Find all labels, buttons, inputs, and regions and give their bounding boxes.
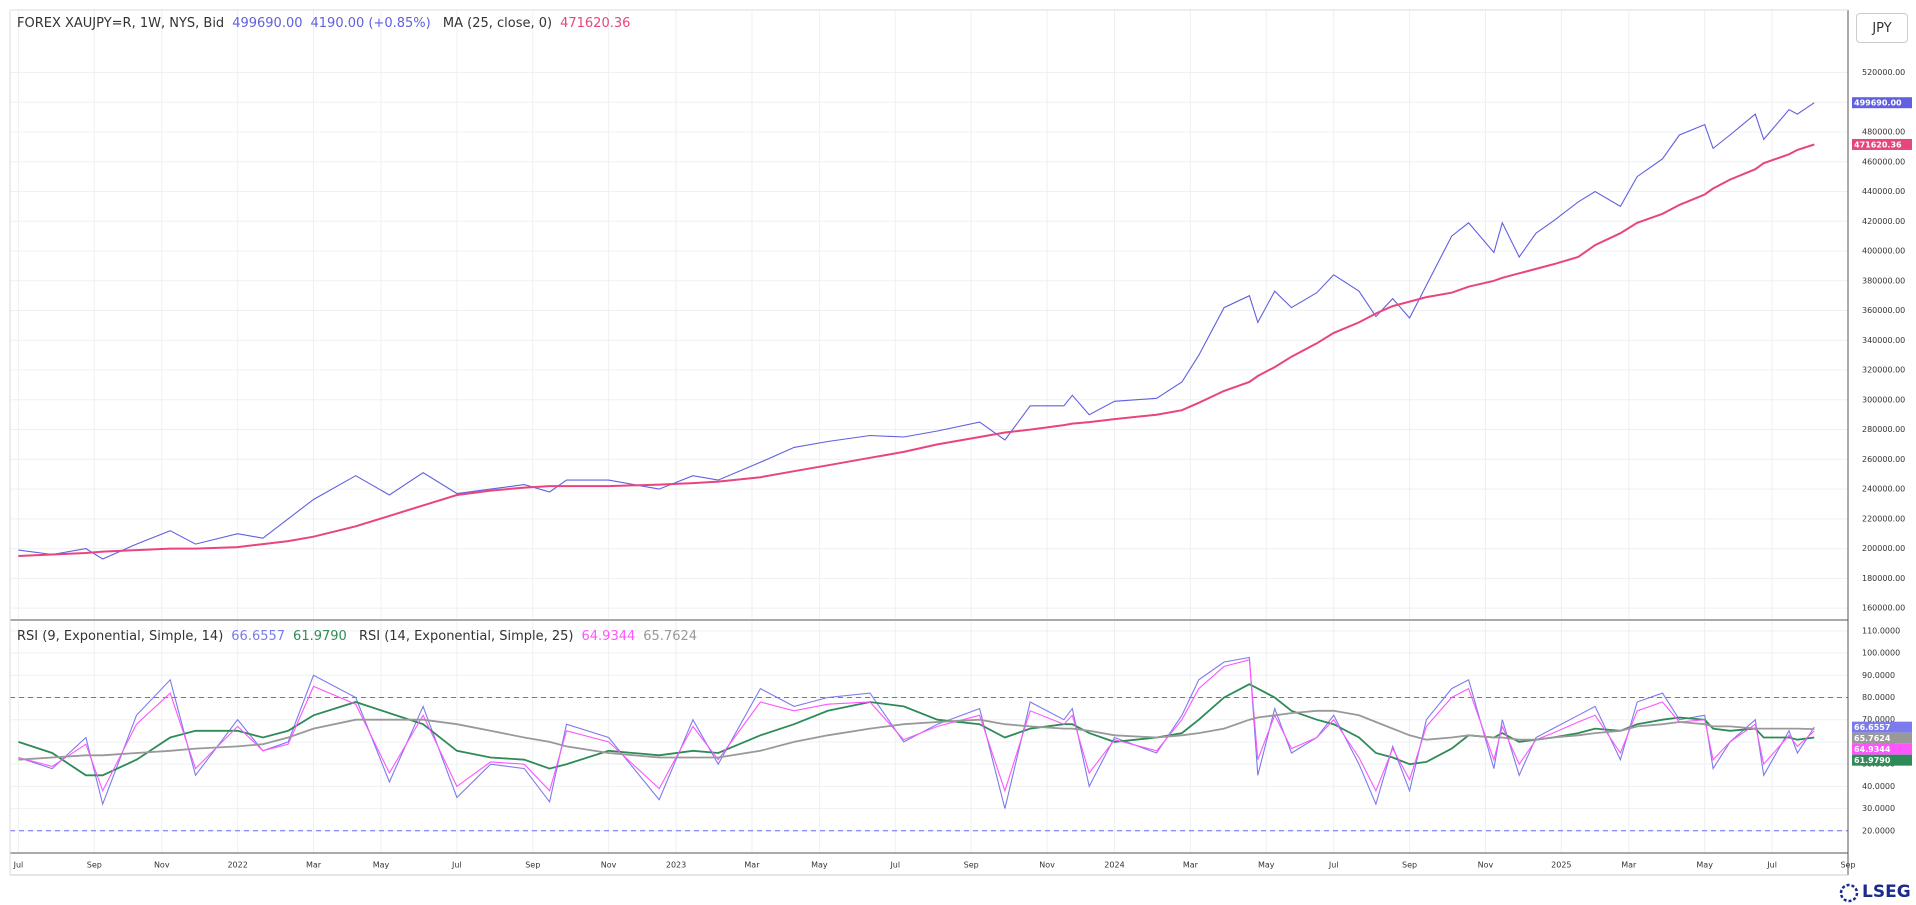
x-tick-label: Jul <box>13 861 24 870</box>
rsi-legend: RSI (9, Exponential, Simple, 14) 66.6557 6… <box>17 629 705 644</box>
rsi9-value: 66.6557 <box>231 629 286 644</box>
y-tick-label: 480000.00 <box>1862 128 1905 137</box>
last-value-badge <box>1852 97 1912 109</box>
ma-name: MA (25, close, 0) <box>442 16 553 31</box>
x-tick-label: Jul <box>1328 861 1339 870</box>
x-tick-label: May <box>811 861 828 870</box>
y-tick-label: 110.0000 <box>1862 626 1900 635</box>
y-tick-label: 320000.00 <box>1862 366 1905 375</box>
y-tick-label: 260000.00 <box>1862 455 1905 464</box>
y-tick-label: 100.0000 <box>1862 649 1900 658</box>
last-value-label: 66.6557 <box>1854 723 1890 732</box>
y-tick-label: 70.0000 <box>1862 715 1895 724</box>
last-value-badge <box>1852 721 1912 733</box>
x-tick-label: Sep <box>87 861 102 870</box>
y-tick-label: 380000.00 <box>1862 276 1905 285</box>
series-line <box>18 683 1815 777</box>
y-tick-label: 340000.00 <box>1862 336 1905 345</box>
x-tick-label: Mar <box>744 861 760 870</box>
y-tick-label: 400000.00 <box>1862 247 1905 256</box>
brand-logo: LSEG <box>1862 882 1911 902</box>
y-tick-label: 180000.00 <box>1862 574 1905 583</box>
symbol-title: FOREX XAUJPY=R, 1W, NYS, Bid <box>17 16 225 31</box>
x-tick-label: 2023 <box>666 861 686 870</box>
x-tick-label: Sep <box>1402 861 1417 870</box>
y-tick-label: 20.0000 <box>1862 826 1895 835</box>
x-tick-label: Jul <box>889 861 900 870</box>
last-value-label: 64.9344 <box>1854 745 1891 754</box>
y-tick-label: 280000.00 <box>1862 425 1905 434</box>
x-tick-label: Jul <box>1766 861 1777 870</box>
x-tick-label: Nov <box>1039 861 1055 870</box>
y-tick-label: 240000.00 <box>1862 485 1905 494</box>
x-tick-label: 2025 <box>1551 861 1571 870</box>
x-tick-label: May <box>1696 861 1713 870</box>
last-value-badge <box>1852 743 1912 755</box>
price-legend: FOREX XAUJPY=R, 1W, NYS, Bid 499690.00 419… <box>17 16 638 31</box>
y-tick-label: 80.0000 <box>1862 693 1895 702</box>
x-tick-label: Mar <box>306 861 322 870</box>
x-tick-label: Mar <box>1621 861 1637 870</box>
y-tick-label: 460000.00 <box>1862 157 1905 166</box>
rsi14-signal-value: 65.7624 <box>643 629 698 644</box>
y-tick-label: 440000.00 <box>1862 187 1905 196</box>
y-tick-label: 220000.00 <box>1862 514 1905 523</box>
last-value-badge <box>1852 732 1912 744</box>
x-tick-label: May <box>1258 861 1275 870</box>
price-change: 4190.00 (+0.85%) <box>310 16 431 31</box>
y-tick-label: 40.0000 <box>1862 782 1895 791</box>
y-tick-label: 30.0000 <box>1862 804 1895 813</box>
rsi9-signal-value: 61.9790 <box>293 629 347 644</box>
y-tick-label: 520000.00 <box>1862 68 1905 77</box>
y-tick-label: 90.0000 <box>1862 671 1895 680</box>
last-value-label: 65.7624 <box>1854 734 1891 743</box>
y-tick-label: 200000.00 <box>1862 544 1905 553</box>
last-value-label: 499690.00 <box>1854 99 1902 108</box>
x-tick-label: Jul <box>451 861 462 870</box>
series-line <box>18 659 1815 793</box>
x-tick-label: Nov <box>154 861 170 870</box>
x-tick-label: 2024 <box>1104 861 1124 870</box>
last-price: 499690.00 <box>232 16 303 31</box>
x-tick-label: May <box>373 861 390 870</box>
x-tick-label: Nov <box>601 861 617 870</box>
y-tick-label: 420000.00 <box>1862 217 1905 226</box>
currency-button[interactable]: JPY <box>1856 13 1908 43</box>
x-tick-label: Mar <box>1183 861 1199 870</box>
last-value-badge <box>1852 754 1912 766</box>
x-tick-label: Sep <box>525 861 540 870</box>
last-value-badge <box>1852 138 1912 150</box>
x-tick-label: Sep <box>964 861 979 870</box>
ma-value: 471620.36 <box>560 16 631 31</box>
x-tick-label: Nov <box>1478 861 1494 870</box>
y-tick-label: 160000.00 <box>1862 604 1905 613</box>
last-value-label: 61.9790 <box>1854 756 1891 765</box>
y-tick-label: 360000.00 <box>1862 306 1905 315</box>
last-value-label: 471620.36 <box>1854 140 1902 149</box>
rsi14-value: 64.9344 <box>581 629 636 644</box>
series-line <box>18 143 1815 557</box>
brand-icon <box>1839 883 1859 903</box>
rsi14-name: RSI (14, Exponential, Simple, 25) <box>358 629 574 644</box>
y-tick-label: 300000.00 <box>1862 395 1905 404</box>
rsi9-name: RSI (9, Exponential, Simple, 14) <box>17 629 224 644</box>
x-tick-label: 2022 <box>227 861 247 870</box>
series-line <box>18 709 1815 761</box>
series-line <box>18 102 1815 560</box>
